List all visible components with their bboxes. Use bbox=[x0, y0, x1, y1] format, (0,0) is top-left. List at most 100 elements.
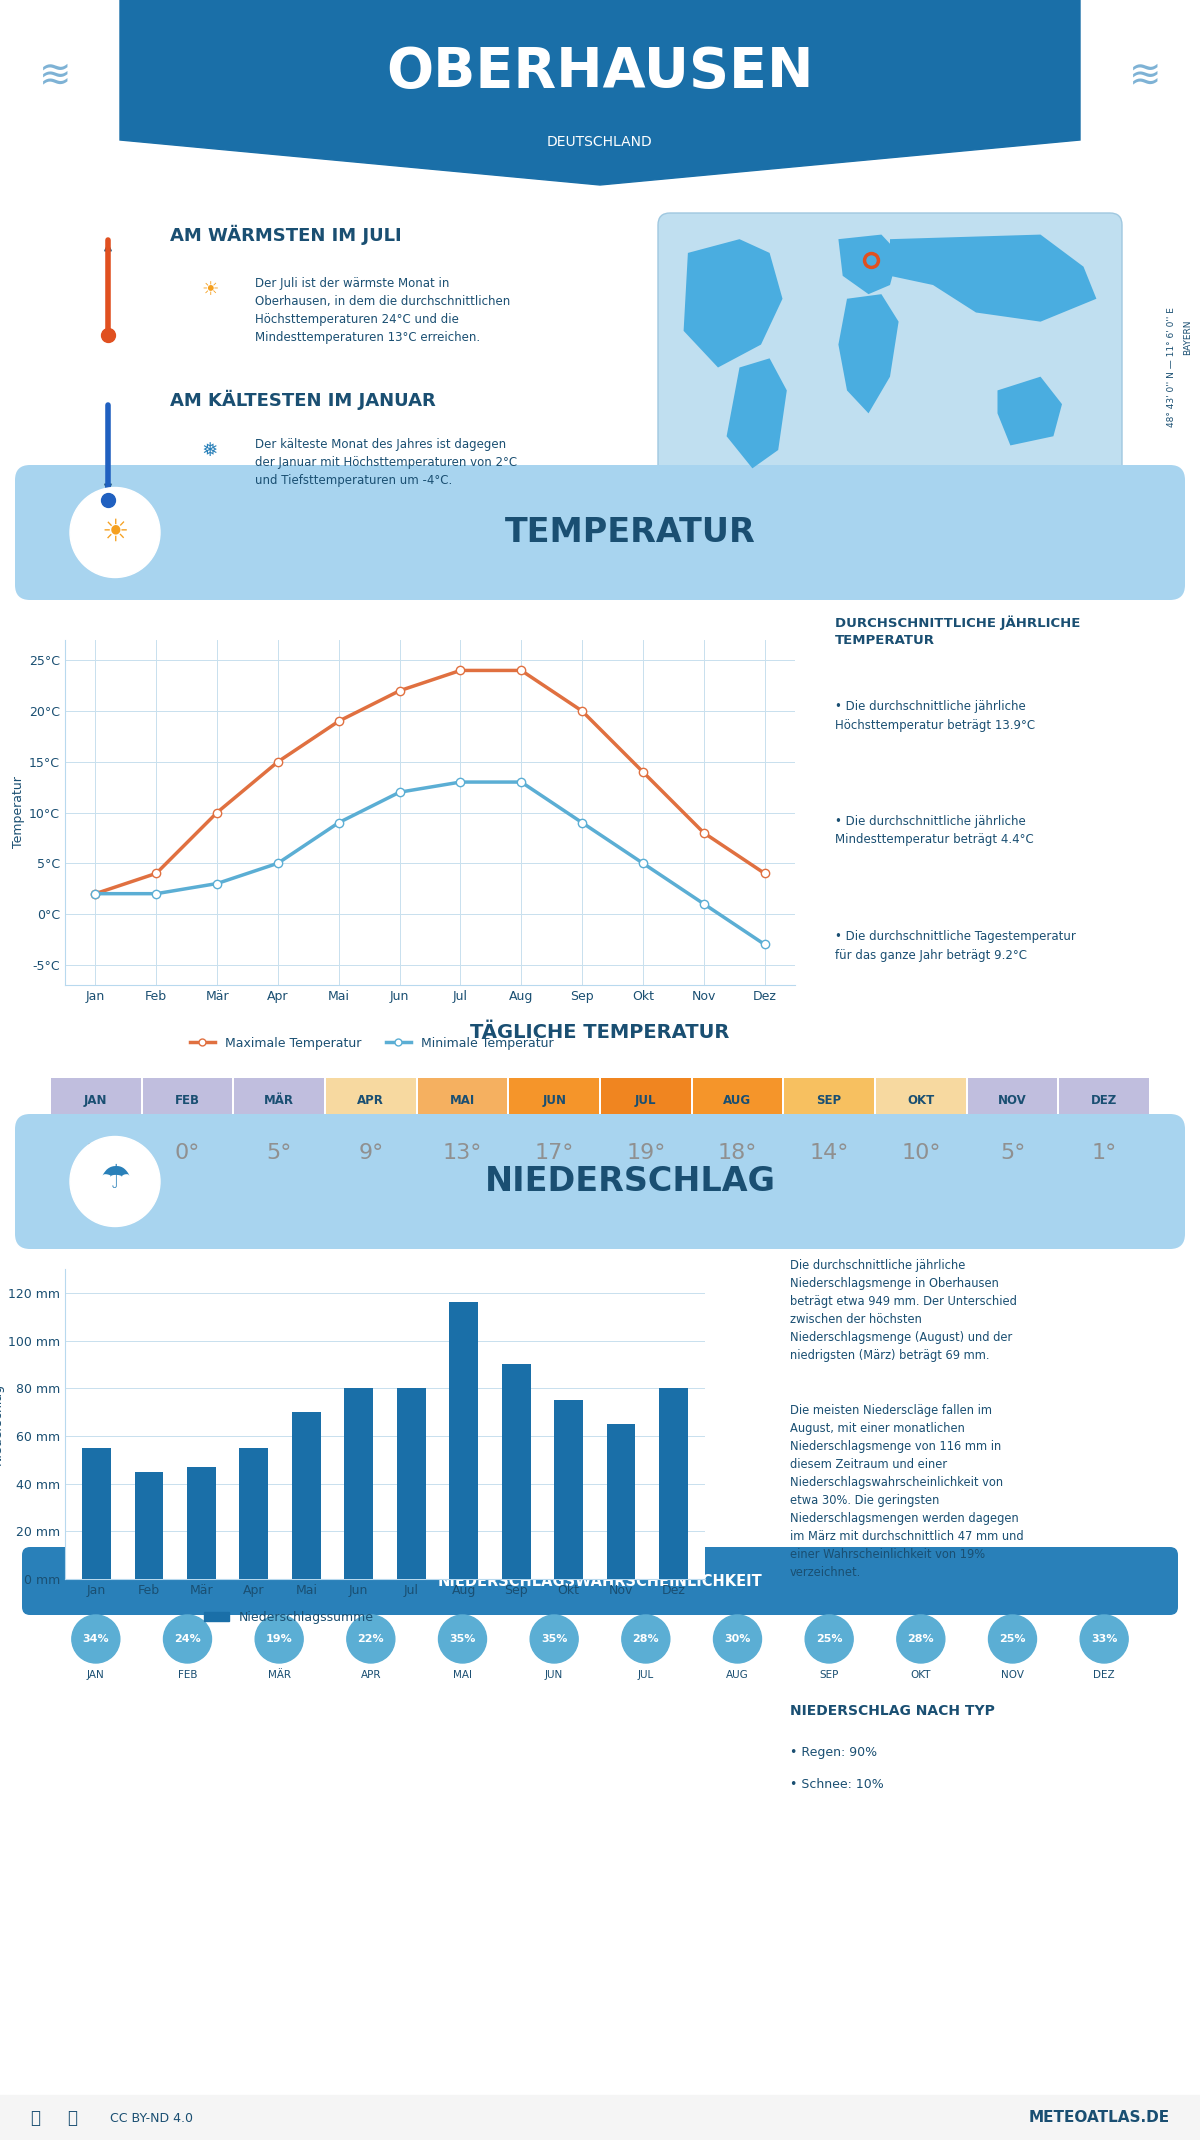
Text: FEB: FEB bbox=[175, 1094, 200, 1106]
Polygon shape bbox=[839, 293, 899, 413]
Text: METEOATLAS.DE: METEOATLAS.DE bbox=[1028, 2110, 1170, 2125]
Bar bbox=[554, 1400, 583, 1579]
Circle shape bbox=[805, 1616, 853, 1663]
Polygon shape bbox=[120, 0, 1080, 184]
Text: 30%: 30% bbox=[725, 1635, 751, 1644]
Text: 19%: 19% bbox=[265, 1635, 293, 1644]
Text: 18°: 18° bbox=[718, 1143, 757, 1162]
FancyBboxPatch shape bbox=[967, 1079, 1057, 1121]
Text: ≋: ≋ bbox=[1129, 56, 1162, 94]
Circle shape bbox=[72, 1616, 120, 1663]
Text: AM KÄLTESTEN IM JANUAR: AM KÄLTESTEN IM JANUAR bbox=[170, 389, 436, 411]
Circle shape bbox=[622, 1616, 670, 1663]
FancyBboxPatch shape bbox=[50, 1121, 140, 1183]
Text: MAI: MAI bbox=[450, 1094, 475, 1106]
Text: 25%: 25% bbox=[1000, 1635, 1026, 1644]
Bar bbox=[344, 1389, 373, 1579]
Bar bbox=[607, 1423, 636, 1579]
FancyBboxPatch shape bbox=[50, 1079, 140, 1121]
FancyBboxPatch shape bbox=[601, 1079, 691, 1121]
Text: 28%: 28% bbox=[907, 1635, 934, 1644]
FancyBboxPatch shape bbox=[785, 1079, 874, 1121]
FancyBboxPatch shape bbox=[234, 1121, 324, 1183]
FancyBboxPatch shape bbox=[876, 1079, 966, 1121]
Text: FEB: FEB bbox=[178, 1669, 197, 1680]
Text: ⓒ: ⓒ bbox=[30, 2110, 40, 2127]
Text: 28%: 28% bbox=[632, 1635, 659, 1644]
FancyBboxPatch shape bbox=[509, 1121, 599, 1183]
Text: SEP: SEP bbox=[820, 1669, 839, 1680]
Text: 24%: 24% bbox=[174, 1635, 200, 1644]
Text: 5°: 5° bbox=[1000, 1143, 1025, 1162]
Text: NOV: NOV bbox=[998, 1094, 1027, 1106]
Text: Die meisten Niederscläge fallen im
August, mit einer monatlichen
Niederschlagsme: Die meisten Niederscläge fallen im Augus… bbox=[790, 1404, 1024, 1579]
FancyBboxPatch shape bbox=[14, 1115, 1186, 1250]
Text: 25%: 25% bbox=[816, 1635, 842, 1644]
Text: SEP: SEP bbox=[817, 1094, 841, 1106]
FancyBboxPatch shape bbox=[418, 1121, 508, 1183]
Text: 0°: 0° bbox=[175, 1143, 200, 1162]
Text: 1°: 1° bbox=[1092, 1143, 1117, 1162]
Text: CC BY-ND 4.0: CC BY-ND 4.0 bbox=[110, 2112, 193, 2125]
Text: NIEDERSCHLAGSWAHRSCHEINLICHKEIT: NIEDERSCHLAGSWAHRSCHEINLICHKEIT bbox=[438, 1573, 762, 1588]
Text: -1°: -1° bbox=[79, 1143, 113, 1162]
Circle shape bbox=[438, 1616, 486, 1663]
Text: MÄR: MÄR bbox=[264, 1094, 294, 1106]
Text: 9°: 9° bbox=[359, 1143, 384, 1162]
Bar bbox=[449, 1303, 478, 1579]
FancyBboxPatch shape bbox=[692, 1079, 782, 1121]
Text: DEZ: DEZ bbox=[1091, 1094, 1117, 1106]
FancyBboxPatch shape bbox=[143, 1079, 233, 1121]
Circle shape bbox=[989, 1616, 1037, 1663]
Text: JAN: JAN bbox=[86, 1669, 104, 1680]
Legend: Maximale Temperatur, Minimale Temperatur: Maximale Temperatur, Minimale Temperatur bbox=[185, 1031, 558, 1055]
Bar bbox=[82, 1449, 110, 1579]
Text: ☂: ☂ bbox=[100, 1162, 130, 1194]
Polygon shape bbox=[684, 240, 782, 368]
Text: 17°: 17° bbox=[534, 1143, 574, 1162]
Polygon shape bbox=[890, 235, 1097, 321]
Text: 35%: 35% bbox=[449, 1635, 475, 1644]
Circle shape bbox=[1080, 1616, 1128, 1663]
Bar bbox=[187, 1466, 216, 1579]
Bar bbox=[0, 2095, 1200, 2140]
Text: • Die durchschnittliche Tagestemperatur
für das ganze Jahr beträgt 9.2°C: • Die durchschnittliche Tagestemperatur … bbox=[835, 931, 1076, 961]
Text: NIEDERSCHLAG NACH TYP: NIEDERSCHLAG NACH TYP bbox=[790, 1703, 995, 1718]
FancyBboxPatch shape bbox=[22, 1547, 1178, 1616]
Y-axis label: Niederschlag: Niederschlag bbox=[0, 1382, 4, 1466]
FancyBboxPatch shape bbox=[1060, 1121, 1148, 1183]
Text: JUL: JUL bbox=[637, 1669, 654, 1680]
Polygon shape bbox=[839, 235, 899, 293]
Text: OKT: OKT bbox=[911, 1669, 931, 1680]
Text: TEMPERATUR: TEMPERATUR bbox=[505, 516, 755, 550]
Text: APR: APR bbox=[358, 1094, 384, 1106]
Text: DEUTSCHLAND: DEUTSCHLAND bbox=[547, 135, 653, 150]
Circle shape bbox=[896, 1616, 944, 1663]
FancyBboxPatch shape bbox=[1060, 1079, 1148, 1121]
Legend: Niederschlagssumme: Niederschlagssumme bbox=[199, 1605, 379, 1629]
Text: 48° 43' 0'' N — 11° 6' 0'' E: 48° 43' 0'' N — 11° 6' 0'' E bbox=[1168, 308, 1176, 428]
Text: OBERHAUSEN: OBERHAUSEN bbox=[386, 45, 814, 98]
Text: DURCHSCHNITTLICHE JÄHRLICHE
TEMPERATUR: DURCHSCHNITTLICHE JÄHRLICHE TEMPERATUR bbox=[835, 614, 1080, 646]
Circle shape bbox=[714, 1616, 762, 1663]
Text: 5°: 5° bbox=[266, 1143, 292, 1162]
Text: ❅: ❅ bbox=[202, 441, 218, 460]
Circle shape bbox=[163, 1616, 211, 1663]
Polygon shape bbox=[727, 357, 787, 469]
Text: 33%: 33% bbox=[1091, 1635, 1117, 1644]
Text: DEZ: DEZ bbox=[1093, 1669, 1115, 1680]
Text: NOV: NOV bbox=[1001, 1669, 1024, 1680]
Bar bbox=[240, 1449, 269, 1579]
FancyBboxPatch shape bbox=[692, 1121, 782, 1183]
FancyBboxPatch shape bbox=[326, 1121, 415, 1183]
Text: BAYERN: BAYERN bbox=[1183, 319, 1193, 355]
FancyBboxPatch shape bbox=[658, 214, 1122, 522]
Text: • Schnee: 10%: • Schnee: 10% bbox=[790, 1778, 883, 1791]
Text: ☀: ☀ bbox=[101, 518, 128, 548]
FancyBboxPatch shape bbox=[14, 464, 1186, 599]
Bar bbox=[502, 1365, 530, 1579]
Text: APR: APR bbox=[360, 1669, 382, 1680]
Text: NIEDERSCHLAG: NIEDERSCHLAG bbox=[485, 1164, 775, 1198]
Text: JUN: JUN bbox=[542, 1094, 566, 1106]
Circle shape bbox=[347, 1616, 395, 1663]
